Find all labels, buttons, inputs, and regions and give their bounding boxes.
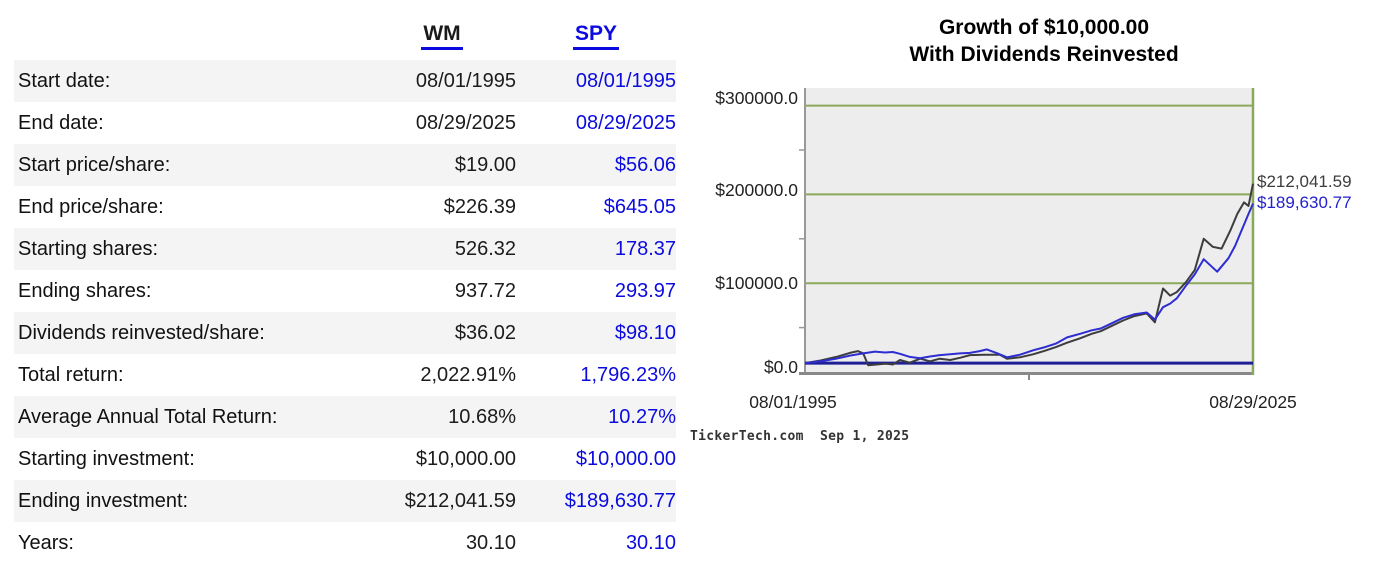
- wm-value: $212,041.59: [404, 490, 516, 512]
- spy-value: 08/01/1995: [575, 70, 676, 92]
- series-line-wm: [804, 183, 1254, 367]
- spy-value: 293.97: [614, 280, 676, 302]
- row-label: Years:: [18, 532, 74, 554]
- table-row-dividends-reinvested: Dividends reinvested/share: $36.02 $98.1…: [14, 312, 676, 354]
- spy-value: 10.27%: [608, 406, 676, 428]
- wm-value: $36.02: [454, 322, 516, 344]
- y-axis-tick-label-300000: $300000.0: [715, 88, 798, 108]
- row-label: Start date:: [18, 70, 111, 92]
- header-cell-spy: SPY: [516, 22, 676, 50]
- table-row-avg-annual-return: Average Annual Total Return: 10.68% 10.2…: [14, 396, 676, 438]
- row-label: Dividends reinvested/share:: [18, 322, 265, 344]
- y-axis-tick-label-200000: $200000.0: [715, 180, 798, 200]
- spy-value: $56.06: [614, 154, 676, 176]
- table-row-end-price: End price/share: $226.39 $645.05: [14, 186, 676, 228]
- wm-value: 08/29/2025: [415, 112, 516, 134]
- wm-value: 526.32: [454, 238, 516, 260]
- row-label: Ending investment:: [18, 490, 189, 512]
- table-body: Start date: 08/01/1995 08/01/1995 End da…: [14, 60, 676, 564]
- chart-title-line1: Growth of $10,000.00: [938, 16, 1150, 39]
- spy-end-value-label: $189,630.77: [1257, 193, 1352, 212]
- table-header-row: WM SPY: [14, 12, 676, 60]
- row-label: Start price/share:: [18, 154, 171, 176]
- wm-value: 937.72: [454, 280, 516, 302]
- table-row-ending-shares: Ending shares: 937.72 293.97: [14, 270, 676, 312]
- series-line-spy: [804, 203, 1254, 365]
- wm-value: 30.10: [465, 532, 516, 554]
- row-label: Starting investment:: [18, 448, 195, 470]
- chart-title: Growth of $10,000.00 With Dividends Rein…: [690, 14, 1398, 68]
- wm-value: 10.68%: [448, 406, 516, 428]
- attribution-text: TickerTech.com Sep 1, 2025: [690, 429, 910, 444]
- wm-value: $19.00: [454, 154, 516, 176]
- table-row-start-date: Start date: 08/01/1995 08/01/1995: [14, 60, 676, 102]
- spy-value: $189,630.77: [564, 490, 676, 512]
- table-row-starting-investment: Starting investment: $10,000.00 $10,000.…: [14, 438, 676, 480]
- wm-value: 2,022.91%: [420, 364, 516, 386]
- table-row-starting-shares: Starting shares: 526.32 178.37: [14, 228, 676, 270]
- y-axis-tick-label-100000: $100000.0: [715, 273, 798, 293]
- spy-value: 178.37: [614, 238, 676, 260]
- comparison-table: WM SPY Start date: 08/01/1995 08/01/1995…: [14, 12, 676, 564]
- spy-value: 1,796.23%: [580, 364, 676, 386]
- chart-title-line2: With Dividends Reinvested: [909, 43, 1179, 66]
- table-row-end-date: End date: 08/29/2025 08/29/2025: [14, 102, 676, 144]
- spy-value: $645.05: [603, 196, 676, 218]
- wm-ticker-link[interactable]: WM: [421, 22, 463, 50]
- table-row-start-price: Start price/share: $19.00 $56.06: [14, 144, 676, 186]
- spy-value: $10,000.00: [575, 448, 676, 470]
- row-label: Starting shares:: [18, 238, 159, 260]
- x-axis-start-date-label: 08/01/1995: [749, 392, 837, 412]
- spy-value: 30.10: [625, 532, 676, 554]
- row-label: Average Annual Total Return:: [18, 406, 278, 428]
- row-label: End price/share:: [18, 196, 164, 218]
- spy-value: $98.10: [614, 322, 676, 344]
- x-axis-end-date-label: 08/29/2025: [1209, 392, 1297, 412]
- row-label: Ending shares:: [18, 280, 152, 302]
- table-row-ending-investment: Ending investment: $212,041.59 $189,630.…: [14, 480, 676, 522]
- growth-chart: Growth of $10,000.00 With Dividends Rein…: [690, 0, 1398, 470]
- wm-value: $226.39: [443, 196, 516, 218]
- spy-ticker-link[interactable]: SPY: [572, 22, 620, 50]
- wm-end-value-label: $212,041.59: [1257, 172, 1352, 191]
- wm-value: $10,000.00: [415, 448, 516, 470]
- wm-value: 08/01/1995: [415, 70, 516, 92]
- y-axis-tick-label-0: $0.0: [763, 357, 798, 377]
- spy-value: 08/29/2025: [575, 112, 676, 134]
- chart-plot-area: [799, 88, 1255, 380]
- table-row-total-return: Total return: 2,022.91% 1,796.23%: [14, 354, 676, 396]
- row-label: End date:: [18, 112, 104, 134]
- plot-background: [805, 88, 1253, 372]
- header-cell-wm: WM: [368, 22, 516, 50]
- row-label: Total return:: [18, 364, 124, 386]
- table-row-years: Years: 30.10 30.10: [14, 522, 676, 564]
